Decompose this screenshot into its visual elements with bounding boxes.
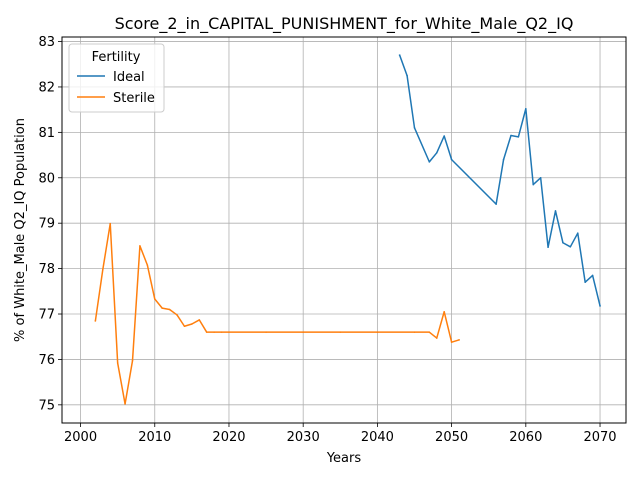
- series-line-ideal: [398, 54, 601, 307]
- data-point-sterile: [413, 331, 416, 333]
- data-point-sterile: [265, 331, 267, 333]
- data-point-sterile: [161, 307, 163, 309]
- x-tick-label: 2010: [138, 430, 171, 445]
- data-point-ideal: [510, 134, 512, 137]
- data-point-ideal: [495, 203, 497, 205]
- data-point-ideal: [532, 183, 534, 186]
- y-tick-label: 83: [38, 35, 55, 50]
- legend-label-ideal: Ideal: [113, 70, 145, 85]
- data-point-ideal: [398, 54, 401, 56]
- y-axis-label: % of White_Male Q2_IQ Population: [13, 118, 28, 342]
- axis-ticks: 2000 2010 2020 2030 2040 2050 2060 2070 75 76 77 78…: [38, 35, 616, 445]
- data-point-sterile: [228, 331, 230, 333]
- plot-series: [94, 54, 601, 405]
- data-point-sterile: [339, 331, 342, 333]
- data-point-ideal: [569, 246, 572, 248]
- y-tick-label: 77: [38, 308, 55, 323]
- data-point-ideal: [591, 274, 594, 277]
- x-tick-label: 2040: [361, 430, 394, 445]
- data-point-ideal: [413, 127, 416, 129]
- data-point-sterile: [109, 222, 111, 225]
- data-point-sterile: [428, 331, 431, 333]
- y-tick-label: 75: [38, 398, 55, 413]
- y-tick-label: 78: [38, 262, 55, 277]
- grid-lines: [62, 37, 626, 423]
- data-point-ideal: [443, 135, 445, 137]
- data-point-ideal: [539, 177, 542, 179]
- data-point-ideal: [599, 305, 601, 307]
- data-point-ideal: [428, 161, 431, 163]
- x-axis-label: Years: [326, 451, 362, 466]
- y-tick-label: 82: [38, 80, 55, 95]
- data-point-sterile: [102, 268, 104, 271]
- data-point-ideal: [436, 152, 438, 154]
- data-point-sterile: [168, 308, 171, 311]
- data-point-sterile: [139, 245, 141, 247]
- data-point-ideal: [577, 232, 579, 234]
- legend-box: [68, 43, 165, 113]
- data-point-ideal: [502, 158, 505, 161]
- x-tick-label: 2050: [435, 430, 468, 445]
- data-point-sterile: [198, 319, 201, 321]
- data-point-sterile: [450, 341, 453, 343]
- x-tick-label: 2060: [509, 430, 542, 445]
- data-point-sterile: [124, 403, 126, 405]
- legend-label-sterile: Sterile: [113, 91, 155, 106]
- data-point-sterile: [191, 323, 193, 325]
- x-tick-label: 2030: [287, 430, 320, 445]
- y-tick-label: 80: [38, 171, 55, 186]
- data-point-sterile: [302, 331, 304, 333]
- y-tick-label: 81: [38, 126, 55, 141]
- data-point-sterile: [213, 331, 215, 333]
- x-tick-label: 2070: [583, 430, 616, 445]
- data-point-ideal: [450, 158, 453, 161]
- x-tick-label: 2020: [212, 430, 245, 445]
- data-point-sterile: [443, 310, 445, 313]
- y-tick-label: 76: [38, 353, 55, 368]
- data-point-ideal: [406, 74, 408, 77]
- data-point-sterile: [154, 298, 156, 300]
- data-point-sterile: [94, 320, 97, 322]
- x-tick-label: 2000: [64, 430, 97, 445]
- data-point-sterile: [458, 339, 460, 341]
- data-point-sterile: [176, 314, 178, 316]
- data-point-sterile: [436, 337, 438, 339]
- data-point-sterile: [376, 331, 379, 333]
- data-point-sterile: [131, 360, 134, 362]
- data-point-ideal: [525, 108, 527, 110]
- data-point-sterile: [183, 325, 186, 328]
- data-point-ideal: [562, 241, 564, 244]
- legend: Fertility Ideal Sterile: [68, 43, 165, 113]
- legend-title: Fertility: [92, 50, 141, 65]
- data-point-sterile: [205, 331, 208, 333]
- data-point-sterile: [146, 264, 149, 266]
- data-point-sterile: [116, 362, 119, 364]
- y-tick-label: 79: [38, 217, 55, 232]
- chart-title: Score_2_in_CAPITAL_PUNISHMENT_for_White_…: [115, 14, 574, 34]
- data-point-sterile: [220, 331, 223, 333]
- data-point-ideal: [554, 210, 557, 212]
- plot-area-frame: [61, 36, 627, 424]
- data-point-ideal: [584, 281, 586, 283]
- data-point-ideal: [547, 246, 549, 249]
- data-point-ideal: [517, 136, 520, 138]
